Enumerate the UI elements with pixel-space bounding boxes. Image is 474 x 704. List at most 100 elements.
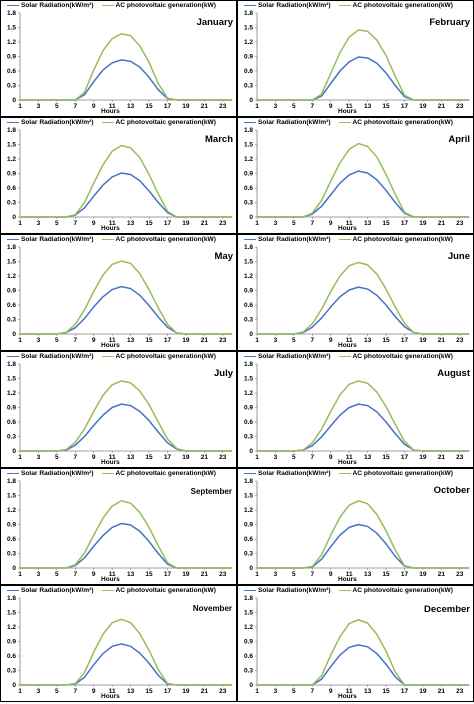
data-point — [47, 450, 49, 452]
y-tick-label: 1.2 — [244, 507, 253, 514]
data-point — [256, 99, 258, 101]
legend-label: AC photovoltaic generation(kW) — [115, 353, 216, 360]
data-point — [385, 173, 387, 175]
data-point — [367, 30, 369, 32]
data-point — [166, 438, 168, 440]
legend-swatch — [338, 5, 351, 6]
legend-swatch — [244, 122, 256, 123]
legend-label: AC photovoltaic generation(kW) — [115, 236, 216, 243]
data-point — [376, 179, 378, 181]
data-point — [459, 684, 461, 686]
x-tick-label: 21 — [438, 688, 446, 695]
y-tick-label: 1.5 — [7, 376, 16, 383]
data-point — [302, 331, 304, 333]
y-tick-label: 0.9 — [244, 522, 253, 529]
data-point — [176, 216, 178, 218]
data-point — [93, 651, 95, 653]
x-tick-label: 1 — [18, 220, 22, 227]
data-point — [265, 216, 267, 218]
x-tick-label: 1 — [255, 103, 259, 110]
data-point — [311, 445, 313, 447]
data-point — [74, 214, 76, 216]
data-point — [403, 211, 405, 213]
data-point — [130, 60, 132, 62]
data-point — [139, 511, 141, 513]
series-line-ac-pv-generation — [257, 380, 469, 452]
chart-title: November — [192, 604, 232, 613]
y-tick-label: 0.9 — [7, 171, 16, 178]
data-point — [357, 261, 359, 263]
legend-label: Solar Radiation(kW/m²) — [258, 2, 331, 9]
chart-panel-november: 0 0.3 0.6 0.9 1.2 1.5 1.8 1 3 5 7 9 11 13 15 17 19 21 23 So… — [0, 585, 237, 702]
y-tick-label: 0.9 — [244, 171, 253, 178]
x-tick-label: 9 — [92, 571, 96, 578]
x-tick-label: 11 — [109, 103, 116, 110]
x-tick-label: 17 — [401, 688, 409, 695]
data-point — [84, 557, 86, 559]
data-point — [120, 144, 122, 146]
data-point — [120, 500, 122, 502]
series-line-solar-radiation — [20, 172, 232, 218]
x-tick-label: 9 — [329, 220, 333, 227]
data-point — [348, 646, 350, 648]
data-point — [166, 326, 168, 328]
data-point — [166, 212, 168, 214]
data-point — [431, 450, 433, 452]
data-point — [102, 517, 104, 519]
chart-title: March — [205, 134, 233, 145]
data-point — [74, 683, 76, 685]
x-tick-label: 1 — [255, 337, 259, 344]
data-point — [330, 666, 332, 668]
data-point — [284, 684, 286, 686]
data-point — [422, 99, 424, 101]
data-point — [157, 89, 159, 91]
data-point — [84, 202, 86, 203]
data-point — [357, 170, 359, 172]
data-point — [339, 636, 341, 638]
data-point — [357, 500, 359, 502]
x-tick-label: 5 — [55, 103, 59, 110]
data-point — [256, 684, 258, 686]
y-tick-label: 0.6 — [244, 536, 253, 543]
data-point — [376, 653, 378, 655]
data-point — [185, 216, 187, 218]
data-point — [65, 449, 67, 451]
data-point — [367, 646, 369, 648]
data-point — [213, 333, 215, 335]
data-point — [339, 414, 341, 416]
chart-title: December — [424, 604, 470, 615]
x-tick-label: 13 — [127, 220, 135, 227]
data-point — [139, 273, 141, 275]
x-tick-label: 3 — [274, 337, 278, 344]
data-point — [367, 382, 369, 384]
y-tick-label: 0.9 — [7, 639, 16, 646]
legend: Solar Radiation(kW/m²) AC photovoltaic ge… — [244, 587, 453, 594]
x-tick-label: 7 — [310, 688, 314, 695]
data-point — [376, 633, 378, 635]
legend-label: Solar Radiation(kW/m²) — [21, 119, 94, 126]
data-point — [367, 57, 369, 59]
y-tick-label: 0 — [249, 448, 253, 455]
legend-label: Solar Radiation(kW/m²) — [21, 236, 94, 243]
data-point — [166, 562, 168, 564]
data-point — [459, 567, 461, 569]
data-point — [256, 450, 258, 452]
y-tick-label: 0.6 — [7, 302, 16, 309]
y-tick-label: 0.9 — [244, 288, 253, 295]
y-tick-label: 1.5 — [244, 610, 253, 617]
legend-label: Solar Radiation(kW/m²) — [21, 470, 94, 477]
data-point — [166, 563, 168, 565]
data-point — [311, 442, 313, 444]
series-line-solar-radiation — [257, 170, 469, 218]
data-point — [468, 684, 470, 686]
data-point — [74, 99, 76, 101]
y-tick-label: 0 — [12, 214, 16, 221]
x-tick-label: 5 — [292, 220, 296, 227]
y-tick-label: 0.9 — [7, 54, 16, 61]
data-point — [330, 72, 332, 74]
data-point — [459, 216, 461, 218]
data-point — [19, 450, 21, 452]
series-line-solar-radiation — [257, 56, 469, 101]
data-point — [321, 95, 323, 97]
y-tick-label: 0 — [249, 331, 253, 338]
